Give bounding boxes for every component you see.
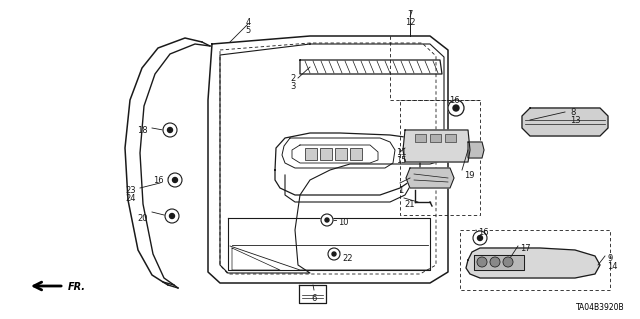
Text: 18: 18: [138, 126, 148, 135]
Circle shape: [332, 252, 336, 256]
Circle shape: [325, 218, 329, 222]
Circle shape: [321, 214, 333, 226]
Text: 20: 20: [138, 214, 148, 223]
Polygon shape: [474, 255, 524, 270]
Bar: [335, 148, 347, 160]
Circle shape: [448, 100, 464, 116]
Circle shape: [163, 123, 177, 137]
Text: 13: 13: [570, 116, 580, 125]
Text: 9: 9: [607, 254, 612, 263]
Text: 3: 3: [291, 82, 296, 91]
Circle shape: [165, 209, 179, 223]
Text: 15: 15: [396, 156, 406, 165]
Text: 23: 23: [125, 186, 136, 195]
Circle shape: [473, 231, 487, 245]
Bar: [430, 134, 441, 142]
Text: 16: 16: [478, 228, 488, 237]
Bar: [445, 134, 456, 142]
Text: 11: 11: [396, 148, 406, 157]
Text: 19: 19: [464, 171, 474, 180]
Circle shape: [453, 105, 459, 111]
Circle shape: [170, 213, 175, 219]
Polygon shape: [466, 248, 600, 278]
Circle shape: [477, 257, 487, 267]
Text: 7: 7: [407, 10, 413, 19]
Circle shape: [328, 248, 340, 260]
Text: 10: 10: [338, 218, 349, 227]
Text: 8: 8: [570, 108, 575, 117]
Text: 6: 6: [311, 294, 317, 303]
Text: 17: 17: [520, 244, 531, 253]
Text: 22: 22: [342, 254, 353, 263]
Polygon shape: [522, 108, 608, 136]
Text: 16: 16: [449, 96, 460, 105]
Circle shape: [168, 128, 173, 132]
Text: 16: 16: [154, 176, 164, 185]
Polygon shape: [406, 168, 454, 188]
Text: FR.: FR.: [68, 282, 86, 292]
Circle shape: [168, 173, 182, 187]
Text: 2: 2: [291, 74, 296, 83]
Text: 5: 5: [245, 26, 251, 35]
Bar: [350, 148, 362, 160]
Text: 4: 4: [245, 18, 251, 27]
Text: 21: 21: [404, 200, 415, 209]
Circle shape: [173, 177, 177, 182]
Text: 24: 24: [125, 194, 136, 203]
Circle shape: [490, 257, 500, 267]
Circle shape: [503, 257, 513, 267]
Polygon shape: [403, 130, 470, 162]
Text: 14: 14: [607, 262, 618, 271]
Text: 1: 1: [398, 186, 403, 195]
Polygon shape: [468, 142, 484, 158]
Text: TA04B3920B: TA04B3920B: [577, 303, 625, 312]
Bar: [305, 148, 317, 160]
Bar: [320, 148, 332, 160]
Circle shape: [477, 235, 483, 241]
Text: 12: 12: [404, 18, 415, 27]
Bar: [415, 134, 426, 142]
